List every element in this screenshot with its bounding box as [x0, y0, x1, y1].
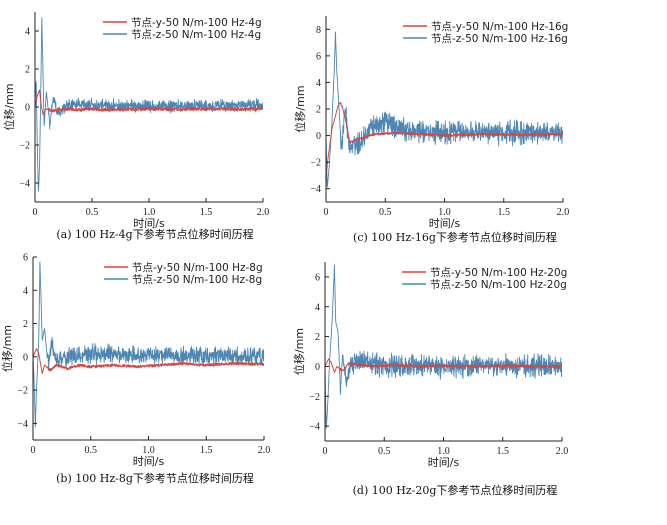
x-tick-label: 0 — [33, 207, 38, 218]
x-tick-label: 0.5 — [85, 445, 98, 456]
y-tick-label: −2 — [310, 158, 321, 169]
chart-panel-d: 0 0.5 1.0 1.5 2.0 −4 −2 0 2 4 6 时间/s 位移/mm 节点-y-50 N/… — [292, 262, 568, 497]
x-tick-label: 1.5 — [497, 446, 510, 457]
series-line-z — [35, 17, 263, 192]
legend-label-z: 节点-z-50 N/m-100 Hz-4g — [131, 29, 261, 41]
x-tick-label: 0.5 — [379, 207, 392, 218]
y-tick-label: 2 — [315, 332, 320, 343]
plot-area — [33, 261, 264, 428]
y-axis-label: 位移/mm — [292, 328, 306, 375]
y-tick-label: 4 — [25, 27, 30, 38]
x-tick-label: 2.0 — [557, 207, 570, 218]
y-tick-label: 0 — [25, 103, 30, 114]
x-tick-label: 2.0 — [258, 445, 271, 456]
y-tick-label: −2 — [19, 141, 30, 152]
y-tick-label: −4 — [310, 184, 321, 195]
plot-area — [35, 17, 263, 192]
x-tick-label: 1.0 — [142, 445, 155, 456]
y-tick-label: 6 — [315, 272, 320, 283]
x-axis-label: 时间/s — [429, 217, 461, 230]
series-line-z — [326, 31, 563, 188]
y-tick-label: 6 — [23, 253, 28, 264]
y-tick-label: −4 — [19, 179, 30, 190]
y-tick-label: 4 — [23, 286, 28, 297]
legend-label-y: 节点-y-50 N/m-100 Hz-8g — [132, 262, 263, 274]
chart-panel-c: 0 0.5 1.0 1.5 2.0 −4 −2 0 2 4 6 8 时间/s 位移/mm 节点-y-50 N… — [293, 16, 569, 244]
y-tick-label: −4 — [17, 419, 28, 430]
chart-panel-b: 0 0.5 1.0 1.5 2.0 −4 −2 0 2 4 6 时间/s 位移/mm 节点-y-50 N/… — [0, 253, 270, 486]
legend-label-y: 节点-y-50 N/m-100 Hz-20g — [430, 267, 567, 279]
legend-label-z: 节点-z-50 N/m-100 Hz-8g — [132, 274, 262, 286]
x-tick-label: 0 — [323, 446, 328, 457]
legend-label-y: 节点-y-50 N/m-100 Hz-16g — [431, 21, 568, 33]
y-axis-label: 位移/mm — [293, 85, 307, 132]
y-tick-label: 2 — [23, 319, 28, 330]
series-line-y — [326, 101, 563, 176]
chart-caption: (d) 100 Hz-20g下参考节点位移时间历程 — [353, 483, 558, 497]
plot-area — [326, 31, 563, 188]
y-tick-label: 0 — [315, 362, 320, 373]
x-tick-label: 0.5 — [86, 207, 99, 218]
x-tick-label: 1.5 — [200, 207, 213, 218]
x-tick-label: 1.0 — [437, 446, 450, 457]
x-tick-label: 1.5 — [200, 445, 213, 456]
legend-label-z: 节点-z-50 N/m-100 Hz-16g — [431, 33, 568, 45]
x-tick-label: 0.5 — [378, 446, 391, 457]
chart-caption: (b) 100 Hz-8g下参考节点位移时间历程 — [56, 471, 254, 485]
legend-label-y: 节点-y-50 N/m-100 Hz-4g — [131, 17, 262, 29]
chart-caption: (c) 100 Hz-16g下参考节点位移时间历程 — [353, 230, 557, 244]
y-tick-label: 4 — [315, 302, 320, 313]
y-tick-label: 2 — [316, 105, 321, 116]
x-axis-label: 时间/s — [133, 455, 165, 468]
y-tick-label: 2 — [25, 65, 30, 76]
y-tick-label: 4 — [316, 78, 321, 89]
x-axis-label: 时间/s — [428, 456, 460, 469]
y-tick-label: 0 — [316, 131, 321, 142]
plot-area — [325, 264, 562, 429]
legend-label-z: 节点-z-50 N/m-100 Hz-20g — [430, 279, 567, 291]
x-tick-label: 1.0 — [438, 207, 451, 218]
y-tick-label: −2 — [309, 392, 320, 403]
x-tick-label: 1.5 — [498, 207, 511, 218]
y-tick-label: 6 — [316, 51, 321, 62]
series-line-y — [35, 89, 263, 115]
x-tick-label: 0 — [31, 445, 36, 456]
chart-caption: (a) 100 Hz-4g下参考节点位移时间历程 — [56, 227, 253, 241]
y-tick-label: −2 — [17, 386, 28, 397]
series-line-y — [33, 348, 264, 374]
y-tick-label: 8 — [316, 25, 321, 36]
y-tick-label: 0 — [23, 352, 28, 363]
chart-panel-a: 0 0.5 1.0 1.5 2.0 −4 −2 0 2 4 时间/s 位移/mm 节点-y-50 N/m… — [2, 12, 269, 241]
x-tick-label: 2.0 — [556, 446, 569, 457]
x-axis-label: 时间/s — [133, 217, 165, 230]
y-axis-label: 位移/mm — [0, 325, 14, 372]
x-tick-label: 1.0 — [143, 207, 156, 218]
x-tick-label: 0 — [324, 207, 329, 218]
y-axis-label: 位移/mm — [2, 83, 16, 130]
y-tick-label: −4 — [309, 422, 320, 433]
series-line-y — [325, 358, 562, 373]
x-tick-label: 2.0 — [257, 207, 270, 218]
series-line-z — [33, 261, 264, 428]
